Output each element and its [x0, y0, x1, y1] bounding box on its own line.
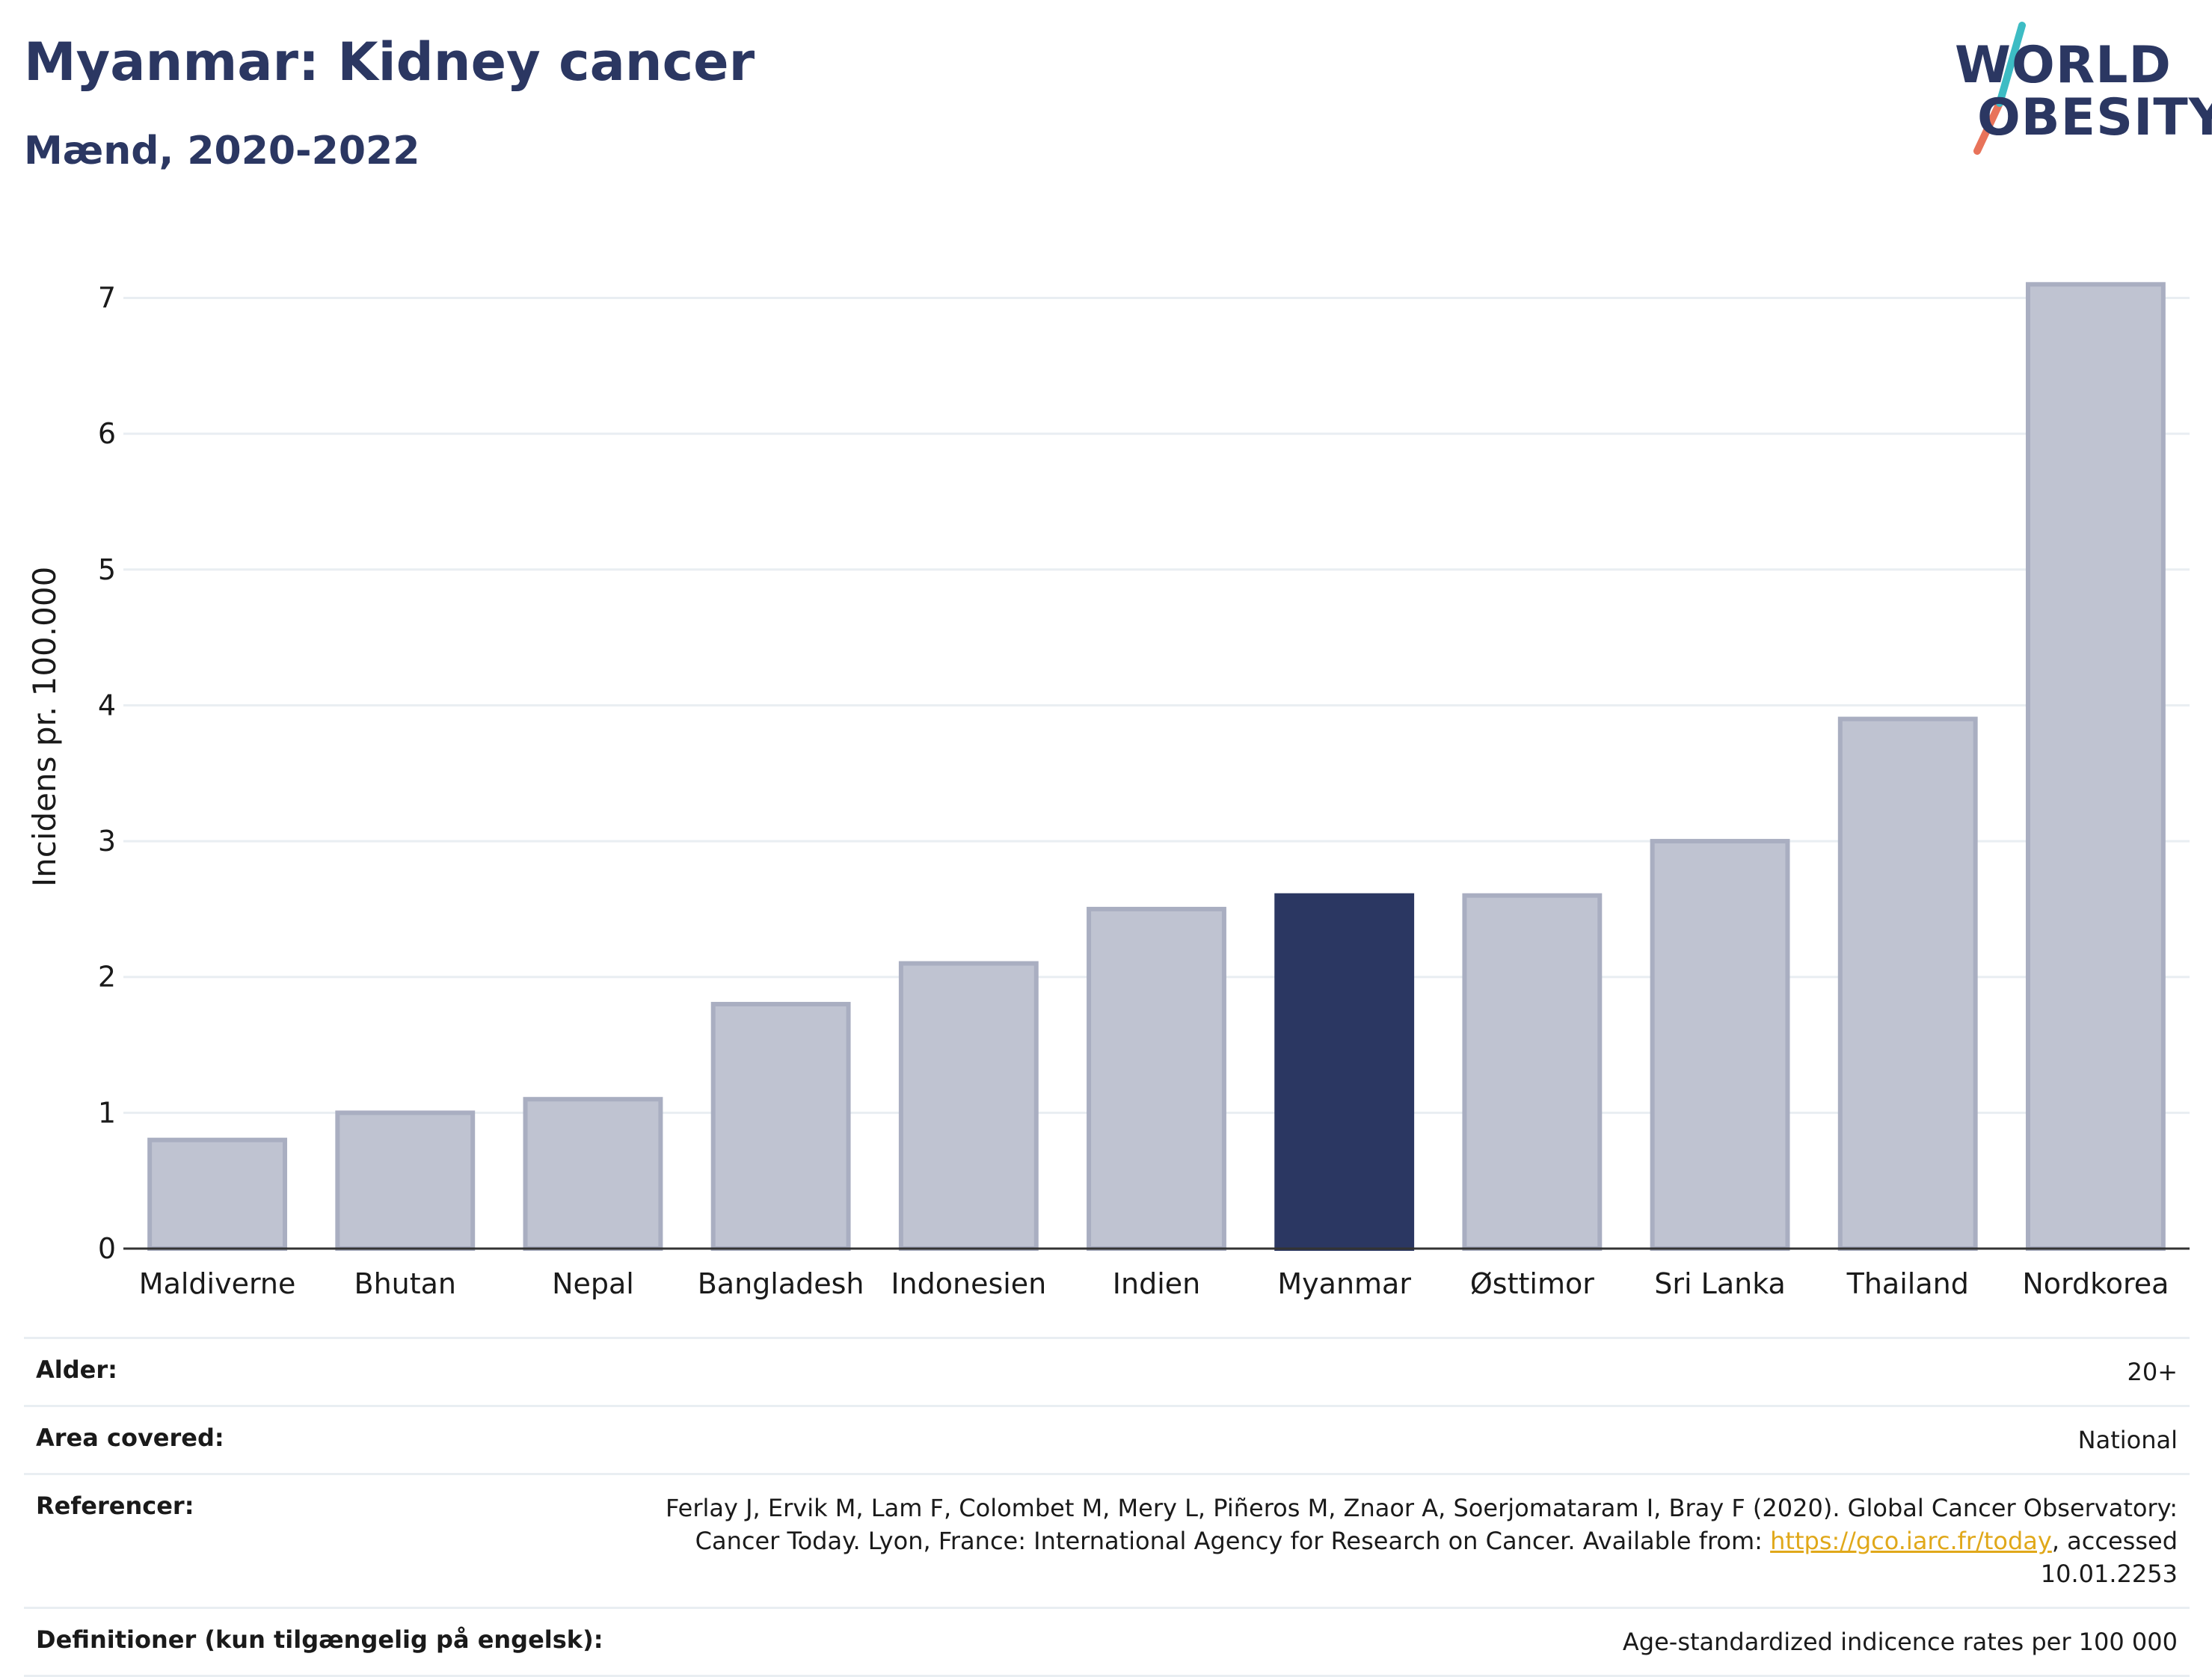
- meta-value-references: Ferlay J, Ervik M, Lam F, Colombet M, Me…: [607, 1492, 2178, 1590]
- meta-label-definitions: Definitioner (kun tilgængelig på engelsk…: [36, 1625, 603, 1654]
- logo-slash-icon: [1973, 22, 2026, 155]
- bar: [1087, 906, 1226, 1251]
- y-tick-label: 1: [98, 1096, 116, 1129]
- y-axis-title: Incidens pr. 100.000: [26, 567, 63, 887]
- bar-highlighted: [1274, 893, 1415, 1252]
- x-tick-label: Sri Lanka: [1654, 1267, 1786, 1300]
- meta-label-age: Alder:: [36, 1356, 117, 1384]
- y-tick-label: 6: [98, 417, 116, 450]
- bar: [147, 1137, 288, 1251]
- logo-text-world: WORLD: [1955, 36, 2172, 95]
- meta-value-area: National: [2077, 1426, 2178, 1454]
- meta-value-age: 20+: [2127, 1358, 2178, 1386]
- y-tick-label: 4: [98, 689, 116, 721]
- bar: [2025, 282, 2166, 1252]
- meta-value-definitions: Age-standardized indicence rates per 100…: [1622, 1628, 2178, 1656]
- bar: [335, 1110, 476, 1252]
- bar: [710, 1002, 851, 1252]
- bar: [1837, 716, 1978, 1251]
- bar: [1462, 893, 1603, 1252]
- x-tick-label: Nordkorea: [2022, 1267, 2169, 1300]
- x-tick-label: Thailand: [1846, 1267, 1969, 1300]
- chart-subtitle: Mænd, 2020-2022: [24, 129, 420, 173]
- x-tick-label: Indien: [1113, 1267, 1200, 1300]
- x-tick-label: Østtimor: [1470, 1267, 1594, 1300]
- bar: [1650, 839, 1790, 1251]
- reference-accessed: , accessed 10.01.2253: [2040, 1527, 2178, 1588]
- logo-text-obesity: OBESITY: [1977, 88, 2212, 147]
- x-tick-label: Bangladesh: [698, 1267, 864, 1300]
- bar: [898, 961, 1039, 1252]
- y-tick-label: 0: [98, 1232, 116, 1265]
- meta-row-definitions: Definitioner (kun tilgængelig på engelsk…: [24, 1607, 2190, 1677]
- meta-row-references: Referencer: Ferlay J, Ervik M, Lam F, Co…: [24, 1473, 2190, 1607]
- bar: [523, 1097, 663, 1251]
- chart-title: Myanmar: Kidney cancer: [24, 31, 755, 93]
- bars: [147, 282, 2166, 1252]
- meta-label-area: Area covered:: [36, 1424, 224, 1452]
- world-obesity-logo: WORLD OBESITY: [1944, 15, 2212, 164]
- x-tick-label: Indonesien: [891, 1267, 1046, 1300]
- reference-text: Ferlay J, Ervik M, Lam F, Colombet M, Me…: [666, 1494, 2178, 1555]
- metadata-table: Alder: 20+ Area covered: National Refere…: [24, 1337, 2190, 1677]
- x-tick-label: Myanmar: [1277, 1267, 1411, 1300]
- bar-chart: 0 1 2 3 4 5 6 7 Maldiverne Bhutan Nepal Bangladesh…: [26, 281, 2190, 1300]
- y-tick-label: 5: [98, 553, 116, 586]
- y-tick-label: 7: [98, 281, 116, 314]
- x-tick-label: Maldiverne: [139, 1267, 296, 1300]
- x-axis-ticks: Maldiverne Bhutan Nepal Bangladesh Indonesie…: [139, 1267, 2169, 1300]
- meta-row-age: Alder: 20+: [24, 1337, 2190, 1405]
- x-tick-label: Bhutan: [354, 1267, 457, 1300]
- y-axis-ticks: 0 1 2 3 4 5 6 7: [98, 281, 116, 1265]
- meta-row-area: Area covered: National: [24, 1405, 2190, 1473]
- y-tick-label: 3: [98, 825, 116, 858]
- x-tick-label: Nepal: [552, 1267, 634, 1300]
- meta-label-references: Referencer:: [36, 1492, 194, 1520]
- y-tick-label: 2: [98, 961, 116, 994]
- reference-link[interactable]: https://gco.iarc.fr/today: [1770, 1527, 2052, 1555]
